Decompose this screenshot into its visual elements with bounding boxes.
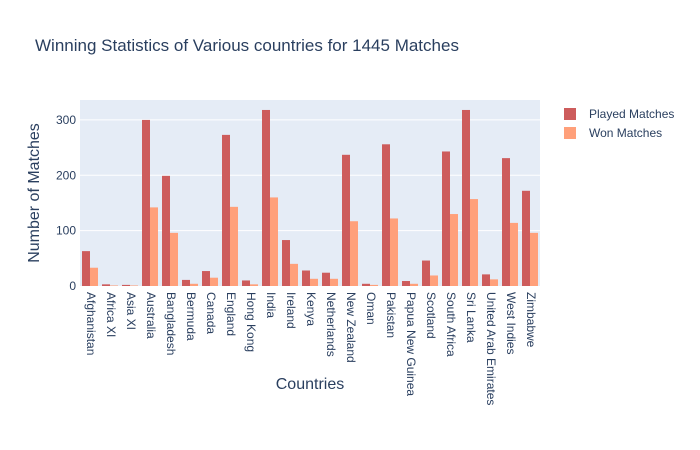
bar-won-netherlands[interactable] [330,278,338,286]
bar-won-india[interactable] [270,197,278,286]
x-tick-label: Netherlands [324,292,338,357]
bar-played-zimbabwe[interactable] [522,190,530,286]
x-tick-label: Australia [144,292,158,339]
x-tick-label: Ireland [284,292,298,329]
x-axis-ticks: Afghanistan Africa XI Asia XI Australia Bang… [84,292,538,405]
bar-won-bermuda[interactable] [190,283,198,286]
y-tick-label: 100 [56,224,76,238]
bar-played-hong-kong[interactable] [242,280,250,286]
bar-played-india[interactable] [262,109,270,287]
bar-played-afghanistan[interactable] [82,251,90,287]
bar-played-scotland[interactable] [422,260,430,286]
bar-won-oman[interactable] [370,284,378,286]
x-tick-label: Scotland [424,292,438,339]
bar-played-australia[interactable] [142,119,150,287]
x-axis-title: Countries [276,376,344,393]
legend[interactable]: Played Matches Won Matches [564,107,674,140]
x-tick-label: Afghanistan [84,292,98,355]
x-tick-label: Papua New Guinea [404,292,418,396]
bar-won-afghanistan[interactable] [90,267,98,286]
y-axis-title: Number of Matches [26,123,43,263]
bar-won-bangladesh[interactable] [170,232,178,286]
bar-played-sri-lanka[interactable] [462,109,470,287]
bar-won-canada[interactable] [210,277,218,286]
bar-played-bangladesh[interactable] [162,175,170,286]
x-tick-label: Oman [364,292,378,325]
bar-played-papua-new-guinea[interactable] [402,281,410,286]
bar-played-england[interactable] [222,134,230,287]
y-axis-ticks: 0 100 200 300 [56,113,76,293]
bar-played-south-africa[interactable] [442,151,450,286]
x-tick-label: Africa XI [104,292,118,337]
x-tick-label: Sri Lanka [464,292,478,343]
y-tick-label: 300 [56,113,76,127]
bar-won-papua-new-guinea[interactable] [410,283,418,286]
bar-won-ireland[interactable] [290,263,298,286]
bar-won-hong-kong[interactable] [250,284,258,286]
bar-won-africa-xi[interactable] [110,285,118,286]
bar-won-asia-xi[interactable] [130,285,138,286]
bar-played-west-indies[interactable] [502,158,510,287]
bar-won-england[interactable] [230,206,238,286]
bar-won-australia[interactable] [150,207,158,286]
bar-won-zimbabwe[interactable] [530,232,538,286]
x-tick-label: Asia XI [124,292,138,330]
legend-swatch [564,108,576,120]
bar-won-west-indies[interactable] [510,222,518,286]
bar-won-sri-lanka[interactable] [470,199,478,286]
bar-won-south-africa[interactable] [450,214,458,286]
x-tick-label: Canada [204,292,218,334]
x-tick-label: Bangladesh [164,292,178,355]
bar-played-netherlands[interactable] [322,272,330,286]
bar-played-bermuda[interactable] [182,279,190,286]
bar-won-scotland[interactable] [430,275,438,286]
x-tick-label: India [264,292,278,318]
y-tick-label: 0 [69,279,76,293]
bar-played-africa-xi[interactable] [102,284,110,286]
x-tick-label: Bermuda [184,292,198,341]
legend-item-label[interactable]: Played Matches [589,107,674,121]
bar-played-oman[interactable] [362,283,370,286]
chart-title: Winning Statistics of Various countries … [35,36,459,55]
x-tick-label: Kenya [304,292,318,326]
x-tick-label: South Africa [444,292,458,357]
x-tick-label: Pakistan [384,292,398,338]
x-tick-label: West Indies [504,292,518,354]
y-tick-label: 200 [56,168,76,182]
bar-won-kenya[interactable] [310,278,318,286]
x-tick-label: England [224,292,238,336]
bars [82,109,538,287]
bar-played-united-arab-emirates[interactable] [482,274,490,287]
x-tick-label: Hong Kong [244,292,258,352]
bar-played-pakistan[interactable] [382,144,390,286]
legend-item-label[interactable]: Won Matches [589,126,662,140]
bar-played-ireland[interactable] [282,240,290,286]
bar-won-new-zealand[interactable] [350,221,358,286]
bar-played-asia-xi[interactable] [122,284,130,286]
bar-won-pakistan[interactable] [390,218,398,286]
bar-played-kenya[interactable] [302,270,310,287]
legend-swatch [564,127,576,139]
x-tick-label: United Arab Emirates [484,292,498,405]
bar-played-new-zealand[interactable] [342,154,350,286]
x-tick-label: New Zealand [344,292,358,363]
bar-played-canada[interactable] [202,271,210,286]
bar-won-united-arab-emirates[interactable] [490,279,498,286]
x-tick-label: Zimbabwe [524,292,538,348]
